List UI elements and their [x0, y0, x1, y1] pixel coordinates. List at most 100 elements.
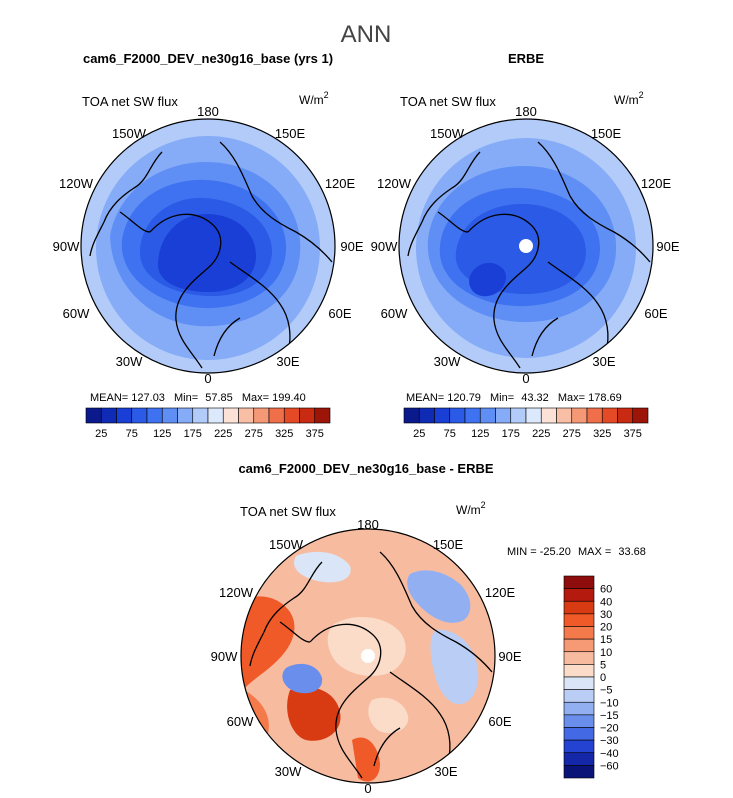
- lon-label-90w: 90W: [211, 649, 238, 664]
- colorbar-swatch: [510, 407, 527, 424]
- lon-label-0: 0: [364, 781, 371, 796]
- colorbar-tick-label: 25: [413, 428, 425, 440]
- units-label: W/m2: [614, 90, 644, 107]
- colorbar-tick-label: 175: [184, 428, 202, 440]
- colorbar: 25 75 125 175 225 275 325 375: [403, 407, 649, 440]
- colorbar-swatch: [563, 651, 595, 665]
- colorbar: 25 75 125 175 225 275 325 375: [85, 407, 331, 440]
- colorbar-swatch: [299, 407, 316, 424]
- lon-label-120e: 120E: [485, 585, 516, 600]
- colorbar-tick-label: 15: [600, 634, 612, 646]
- colorbar-tick-label: 325: [593, 428, 611, 440]
- lon-label-120w: 120W: [377, 176, 412, 191]
- colorbar-swatch: [563, 626, 595, 640]
- colorbar-tick-label: 125: [471, 428, 489, 440]
- colorbar-tick-label: −15: [600, 710, 619, 722]
- lon-label-30e: 30E: [592, 354, 615, 369]
- lon-label-60e: 60E: [644, 306, 667, 321]
- colorbar-tick-label: 10: [600, 647, 612, 659]
- lon-label-150e: 150E: [275, 126, 306, 141]
- lon-label-120w: 120W: [59, 176, 94, 191]
- lon-label-60w: 60W: [381, 306, 408, 321]
- colorbar-tick-label: 375: [624, 428, 642, 440]
- longitude-labels: 180 150W 150E 120W 120E 90W 90E 60W 60E …: [371, 104, 680, 386]
- colorbar-tick-label: 0: [600, 672, 606, 684]
- colorbar-swatch: [563, 600, 595, 615]
- map-boundary: [80, 118, 336, 374]
- lon-label-30e: 30E: [276, 354, 299, 369]
- field-patch-low-west: [282, 663, 323, 694]
- map-field: [81, 119, 335, 373]
- units-label: W/m2: [456, 500, 486, 517]
- coastlines: [89, 141, 333, 369]
- colorbar-tick-label: 225: [532, 428, 550, 440]
- lon-label-150w: 150W: [112, 126, 147, 141]
- coastlines: [249, 551, 493, 779]
- colorbar-swatch: [563, 638, 595, 653]
- panel-title: ERBE: [508, 51, 544, 66]
- lon-label-90e: 90E: [656, 239, 679, 254]
- colorbar-swatch: [563, 676, 595, 690]
- lon-label-0: 0: [522, 371, 529, 386]
- variable-label: TOA net SW flux: [240, 504, 336, 519]
- colorbar-swatch: [617, 407, 634, 424]
- coastlines: [407, 141, 651, 369]
- colorbar-swatch: [464, 407, 481, 424]
- map-boundary: [398, 118, 654, 374]
- colorbar-swatch: [586, 407, 603, 424]
- max-label: Max=: [558, 392, 585, 404]
- panel-observations: ERBE TOA net SW flux W/m2 180 150W: [371, 51, 680, 440]
- lon-label-30w: 30W: [434, 354, 461, 369]
- lon-label-30w: 30W: [275, 764, 302, 779]
- map-field: [241, 529, 495, 783]
- colorbar-swatch: [283, 407, 300, 424]
- mean-value: 120.79: [447, 392, 481, 404]
- stats-line: MEAN= 127.03 Min= 57.85 Max= 199.40: [90, 392, 306, 404]
- mean-value: 127.03: [131, 392, 165, 404]
- panel-title: cam6_F2000_DEV_ne30g16_base - ERBE: [238, 461, 493, 476]
- colorbar-swatch: [563, 701, 595, 716]
- colorbar-tick-label: −30: [600, 735, 619, 747]
- colorbar-tick-label: 225: [214, 428, 232, 440]
- lon-label-30e: 30E: [434, 764, 457, 779]
- field-patch-high-baffin: [287, 686, 341, 741]
- colorbar-swatch: [540, 407, 557, 424]
- colorbar-tick-label: −5: [600, 685, 613, 697]
- min-label: MIN =: [507, 546, 537, 558]
- longitude-labels: 180 150W 150E 120W 120E 90W 90E 60W 60E …: [211, 517, 522, 796]
- units-base: W/m: [299, 93, 324, 107]
- colorbar-swatch: [525, 407, 542, 424]
- units-exponent: 2: [481, 500, 486, 510]
- units-exponent: 2: [324, 90, 329, 100]
- colorbar-tick-label: 30: [600, 609, 612, 621]
- field-patch-high-south: [352, 737, 380, 782]
- colorbar-swatch: [563, 689, 595, 703]
- colorbar-swatch: [253, 407, 270, 424]
- colorbar-swatch: [268, 407, 285, 424]
- colorbar-tick-label: 175: [502, 428, 520, 440]
- colorbar-swatch: [563, 575, 595, 589]
- lon-label-180: 180: [357, 517, 379, 532]
- colorbar-tick-label: 125: [153, 428, 171, 440]
- colorbar-tick-label: 275: [563, 428, 581, 440]
- variable-label: TOA net SW flux: [400, 94, 496, 109]
- mean-label: MEAN=: [406, 392, 444, 404]
- colorbar-swatch: [632, 407, 649, 424]
- colorbar-tick-label: 325: [275, 428, 293, 440]
- min-value: 43.32: [521, 392, 549, 404]
- colorbar-tick-label: 25: [95, 428, 107, 440]
- lon-label-90w: 90W: [371, 239, 398, 254]
- lon-label-60e: 60E: [488, 714, 511, 729]
- colorbar-swatch: [449, 407, 466, 424]
- colorbar-tick-label: 5: [600, 659, 606, 671]
- colorbar-swatch: [563, 588, 595, 602]
- units-base: W/m: [614, 93, 639, 107]
- lon-label-180: 180: [515, 104, 537, 119]
- field-patch-pole-region: [327, 617, 406, 676]
- colorbar-swatch: [495, 407, 512, 424]
- max-label: MAX =: [578, 546, 611, 558]
- colorbar-swatch: [563, 752, 595, 766]
- field-patch-low-northeast: [407, 570, 471, 623]
- pole-missing-data: [361, 649, 375, 663]
